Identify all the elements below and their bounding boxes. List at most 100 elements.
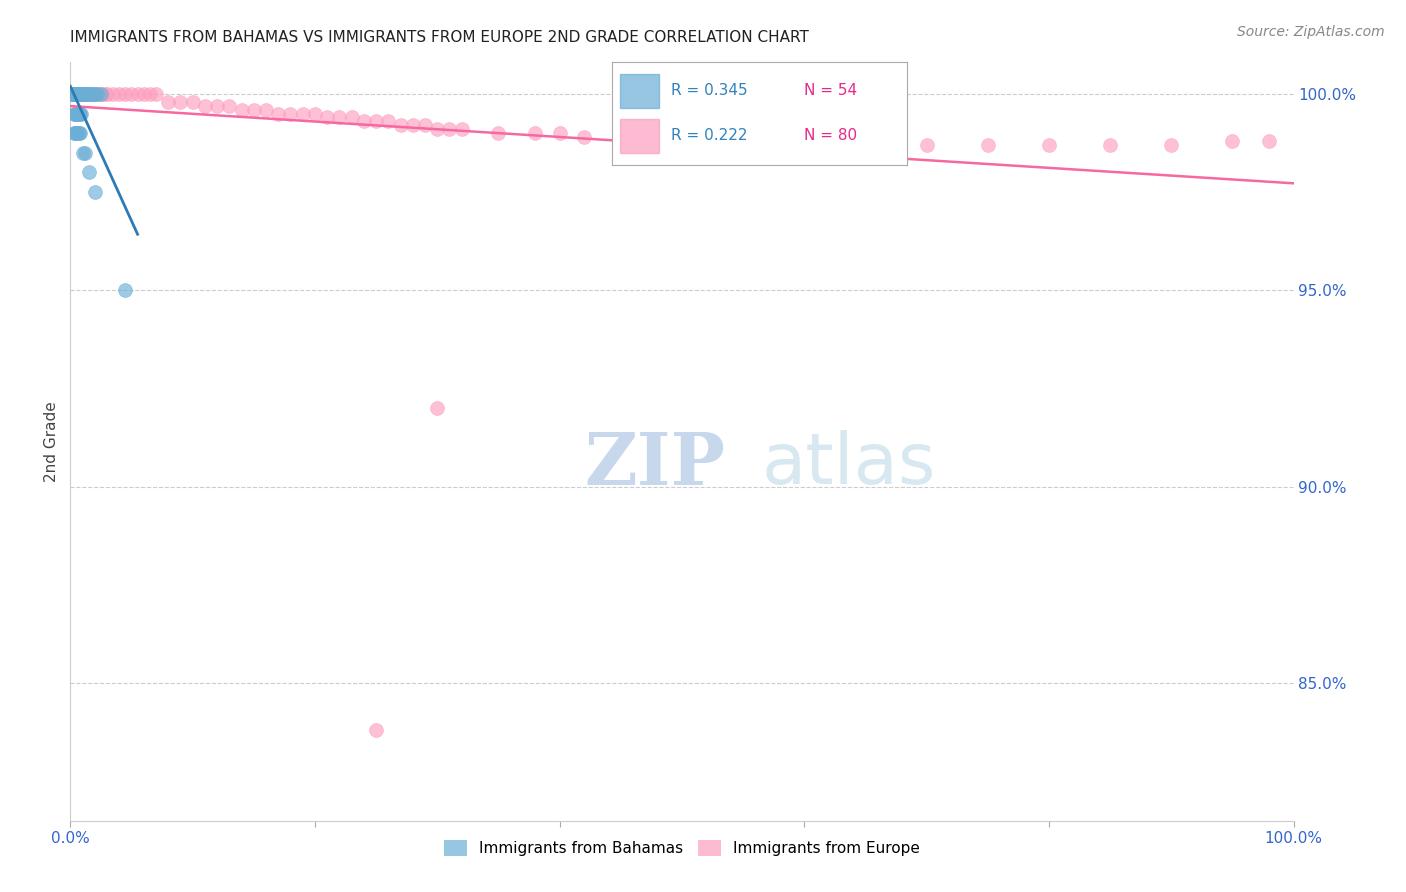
Point bbox=[243, 103, 266, 117]
Point bbox=[1160, 137, 1182, 152]
Point bbox=[63, 87, 86, 101]
Point bbox=[63, 87, 86, 101]
Text: IMMIGRANTS FROM BAHAMAS VS IMMIGRANTS FROM EUROPE 2ND GRADE CORRELATION CHART: IMMIGRANTS FROM BAHAMAS VS IMMIGRANTS FR… bbox=[70, 29, 810, 45]
Point bbox=[63, 106, 86, 120]
Point bbox=[328, 111, 350, 125]
Point bbox=[181, 95, 204, 109]
Point bbox=[139, 87, 162, 101]
Text: atlas: atlas bbox=[762, 430, 936, 499]
Y-axis label: 2nd Grade: 2nd Grade bbox=[44, 401, 59, 482]
Point bbox=[66, 87, 89, 101]
Point bbox=[79, 87, 101, 101]
Point bbox=[267, 106, 290, 120]
Point bbox=[63, 87, 86, 101]
Point bbox=[1099, 137, 1122, 152]
Legend: Immigrants from Bahamas, Immigrants from Europe: Immigrants from Bahamas, Immigrants from… bbox=[437, 834, 927, 863]
Point bbox=[280, 106, 302, 120]
Point bbox=[439, 122, 461, 136]
Point bbox=[73, 145, 96, 160]
Point bbox=[671, 134, 693, 148]
Point bbox=[366, 114, 388, 128]
Point bbox=[73, 87, 96, 101]
Point bbox=[96, 87, 118, 101]
Point bbox=[70, 87, 93, 101]
Text: N = 54: N = 54 bbox=[804, 83, 856, 98]
Point bbox=[915, 137, 938, 152]
Point bbox=[63, 126, 86, 140]
Point bbox=[63, 87, 86, 101]
Point bbox=[976, 137, 998, 152]
Point bbox=[132, 87, 155, 101]
Point bbox=[610, 130, 633, 145]
Point bbox=[69, 126, 91, 140]
Point bbox=[101, 87, 124, 101]
Point bbox=[67, 106, 90, 120]
Point bbox=[340, 111, 363, 125]
Point bbox=[402, 118, 425, 132]
Point bbox=[67, 87, 90, 101]
Point bbox=[733, 134, 755, 148]
Point bbox=[647, 130, 669, 145]
Point bbox=[377, 114, 399, 128]
Point bbox=[63, 87, 86, 101]
Point bbox=[69, 87, 91, 101]
Point bbox=[66, 87, 89, 101]
Point bbox=[67, 87, 90, 101]
Point bbox=[86, 87, 108, 101]
Point bbox=[231, 103, 253, 117]
Point bbox=[548, 126, 571, 140]
Point bbox=[169, 95, 191, 109]
Point bbox=[65, 87, 87, 101]
Point bbox=[66, 87, 89, 101]
Point bbox=[63, 87, 86, 101]
Point bbox=[75, 87, 97, 101]
Point bbox=[127, 87, 149, 101]
Point bbox=[304, 106, 326, 120]
Point bbox=[291, 106, 314, 120]
Point bbox=[65, 106, 87, 120]
Text: R = 0.345: R = 0.345 bbox=[671, 83, 747, 98]
Point bbox=[75, 87, 97, 101]
Point bbox=[77, 87, 100, 101]
Point bbox=[1258, 134, 1281, 148]
Point bbox=[66, 106, 89, 120]
Point bbox=[69, 87, 91, 101]
Point bbox=[62, 87, 84, 101]
Point bbox=[62, 87, 84, 101]
Point bbox=[63, 87, 86, 101]
Point bbox=[63, 87, 86, 101]
Point bbox=[63, 87, 86, 101]
Point bbox=[70, 87, 93, 101]
Point bbox=[62, 87, 84, 101]
Text: Source: ZipAtlas.com: Source: ZipAtlas.com bbox=[1237, 25, 1385, 39]
Point bbox=[1220, 134, 1243, 148]
Point bbox=[60, 87, 83, 101]
Point bbox=[114, 87, 136, 101]
Point bbox=[572, 130, 595, 145]
Point bbox=[66, 126, 89, 140]
Bar bbox=[620, 119, 659, 153]
Point bbox=[108, 87, 131, 101]
Point bbox=[72, 87, 94, 101]
Text: N = 80: N = 80 bbox=[804, 128, 856, 144]
Point bbox=[426, 122, 449, 136]
Text: ZIP: ZIP bbox=[583, 429, 725, 500]
Point bbox=[60, 87, 83, 101]
Point bbox=[769, 137, 792, 152]
Point bbox=[70, 106, 93, 120]
Point bbox=[67, 87, 90, 101]
Point bbox=[65, 87, 87, 101]
Point bbox=[366, 723, 388, 738]
Point bbox=[316, 111, 339, 125]
Point bbox=[65, 87, 87, 101]
Point bbox=[90, 87, 112, 101]
Point bbox=[488, 126, 510, 140]
Point bbox=[63, 87, 86, 101]
Point bbox=[82, 87, 104, 101]
Point bbox=[63, 126, 86, 140]
Bar bbox=[620, 74, 659, 108]
Point bbox=[86, 87, 108, 101]
Point bbox=[67, 87, 90, 101]
Point bbox=[82, 87, 104, 101]
Point bbox=[76, 87, 98, 101]
